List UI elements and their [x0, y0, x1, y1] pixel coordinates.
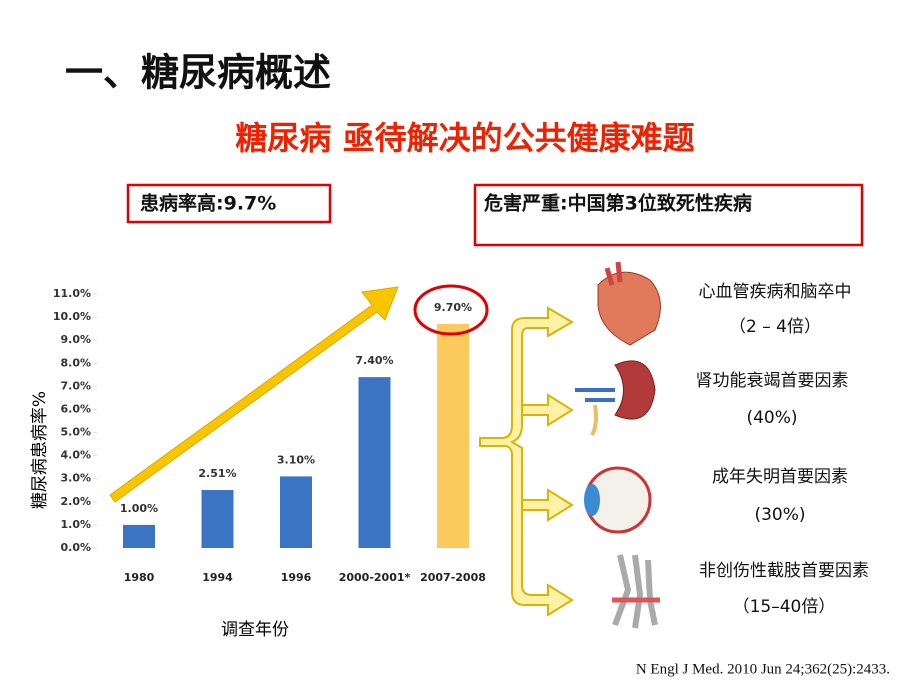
x-tick-label: 1994	[202, 571, 233, 584]
y-tick-label: 0.0%	[60, 541, 91, 554]
data-label: 3.10%	[277, 453, 315, 466]
y-tick-label: 5.0%	[60, 426, 91, 439]
callout: 患病率高:9.7%	[140, 192, 276, 215]
complication-detail: （2 – 4倍）	[729, 317, 821, 337]
trend-arrow	[109, 286, 399, 503]
x-tick-label: 1996	[281, 571, 312, 584]
callout-box	[473, 183, 864, 247]
bar	[437, 324, 469, 548]
x-axis-label: 调查年份	[221, 620, 289, 640]
complication-name: 非创伤性截肢首要因素	[699, 561, 869, 581]
data-label: 7.40%	[355, 354, 393, 367]
complication-detail: (40%)	[746, 408, 797, 428]
callout-box	[126, 183, 332, 224]
citation: N Engl J Med. 2010 Jun 24;362(25):2433.	[636, 661, 890, 677]
complication-detail: (30%)	[754, 505, 805, 525]
complication-name: 成年失明首要因素	[712, 467, 848, 487]
complication-detail: （15–40倍）	[733, 597, 836, 617]
y-tick-label: 9.0%	[60, 333, 91, 346]
data-label: 2.51%	[198, 467, 236, 480]
y-tick-label: 11.0%	[53, 287, 91, 300]
slide-title: 一、糖尿病概述	[65, 51, 331, 95]
bar	[358, 377, 391, 548]
bracket	[479, 306, 574, 617]
y-tick-label: 10.0%	[53, 310, 91, 323]
x-tick-label: 1980	[124, 571, 155, 584]
data-label: 1.00%	[120, 502, 158, 515]
y-tick-label: 7.0%	[60, 379, 91, 392]
slide-subtitle: 糖尿病 亟待解决的公共健康难题	[235, 119, 694, 157]
bar	[280, 476, 312, 548]
y-tick-label: 3.0%	[60, 472, 91, 485]
complication-name: 肾功能衰竭首要因素	[696, 371, 849, 391]
y-tick-label: 8.0%	[60, 356, 91, 369]
y-tick-label: 6.0%	[60, 402, 91, 415]
callout: 危害严重:中国第3位致死性疾病	[484, 192, 752, 215]
complication-name: 心血管疾病和脑卒中	[699, 282, 852, 302]
organ-icons	[575, 261, 661, 629]
highlight-ring	[413, 284, 489, 336]
y-tick-label: 1.0%	[60, 518, 91, 531]
bar	[123, 524, 155, 548]
chart: 0.0% 1.0% 2.0% 3.0% 4.0% 5.0% 6.0% 7.0% 8.0% 9.0%…	[30, 287, 486, 640]
x-tick-label: 2000-2001*	[339, 571, 411, 584]
y-axis-label: 糖尿病患病率%	[30, 391, 50, 509]
y-tick-label: 4.0%	[60, 449, 91, 462]
data-label: 9.70%	[434, 301, 472, 314]
x-tick-label: 2007-2008	[420, 571, 486, 584]
bar	[201, 490, 234, 548]
y-tick-label: 2.0%	[60, 495, 91, 508]
